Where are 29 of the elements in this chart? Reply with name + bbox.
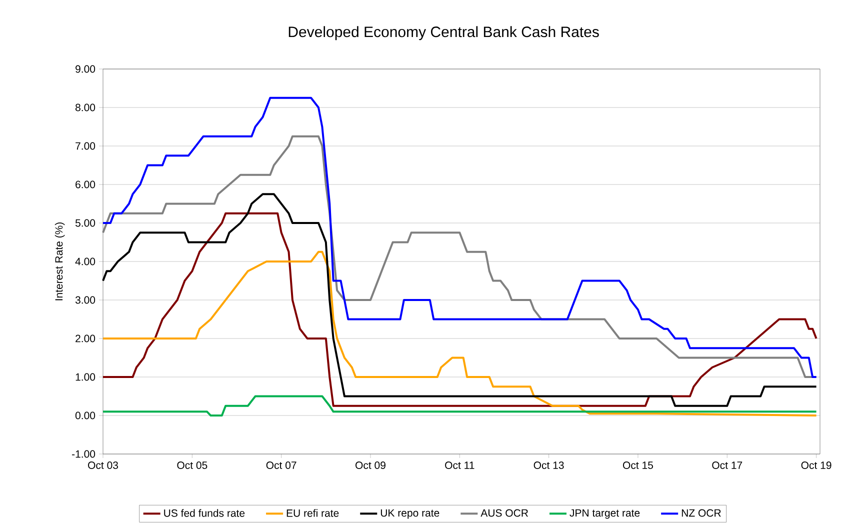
y-tick-label: 6.00 — [76, 180, 96, 188]
y-tick-label: 8.00 — [76, 104, 96, 112]
y-tick-label: 0.00 — [75, 412, 96, 420]
y-tick-label: 2.00 — [76, 334, 96, 342]
line-series — [102, 395, 818, 417]
legend-label: JPN target rate — [570, 509, 640, 519]
x-tick-label: Oct 13 — [534, 462, 564, 469]
y-tick-label: 9.00 — [76, 65, 96, 73]
x-tick-label: Oct 05 — [177, 462, 208, 469]
y-tick-label: 3.00 — [75, 296, 96, 304]
x-tick-label: Oct 11 — [445, 462, 474, 469]
y-tick-label: 4.00 — [75, 258, 96, 266]
x-tick-label: Oct 19 — [801, 462, 832, 469]
y-tick-label: 1.00 — [76, 373, 96, 381]
y-tick-label: 7.00 — [76, 142, 96, 150]
legend-label: AUS OCR — [480, 509, 528, 517]
x-tick-label: Oct 03 — [88, 462, 118, 469]
x-tick-label: Oct 07 — [266, 462, 296, 469]
x-tick-label: Oct 15 — [623, 462, 653, 469]
chart-title: Developed Economy Central Bank Cash Rates — [288, 26, 599, 40]
x-tick-label: Oct 09 — [356, 462, 386, 469]
y-axis-title: Interest Rate (%) — [54, 222, 65, 300]
legend-label: US fed funds rate — [164, 509, 245, 517]
legend-label: NZ OCR — [682, 509, 721, 517]
x-tick-label: Oct 17 — [712, 462, 742, 469]
legend-label: EU refi rate — [286, 509, 339, 517]
y-tick-label: -1.00 — [72, 450, 96, 458]
legend-label: UK repo rate — [380, 509, 440, 519]
y-tick-label: 5.00 — [75, 219, 96, 227]
